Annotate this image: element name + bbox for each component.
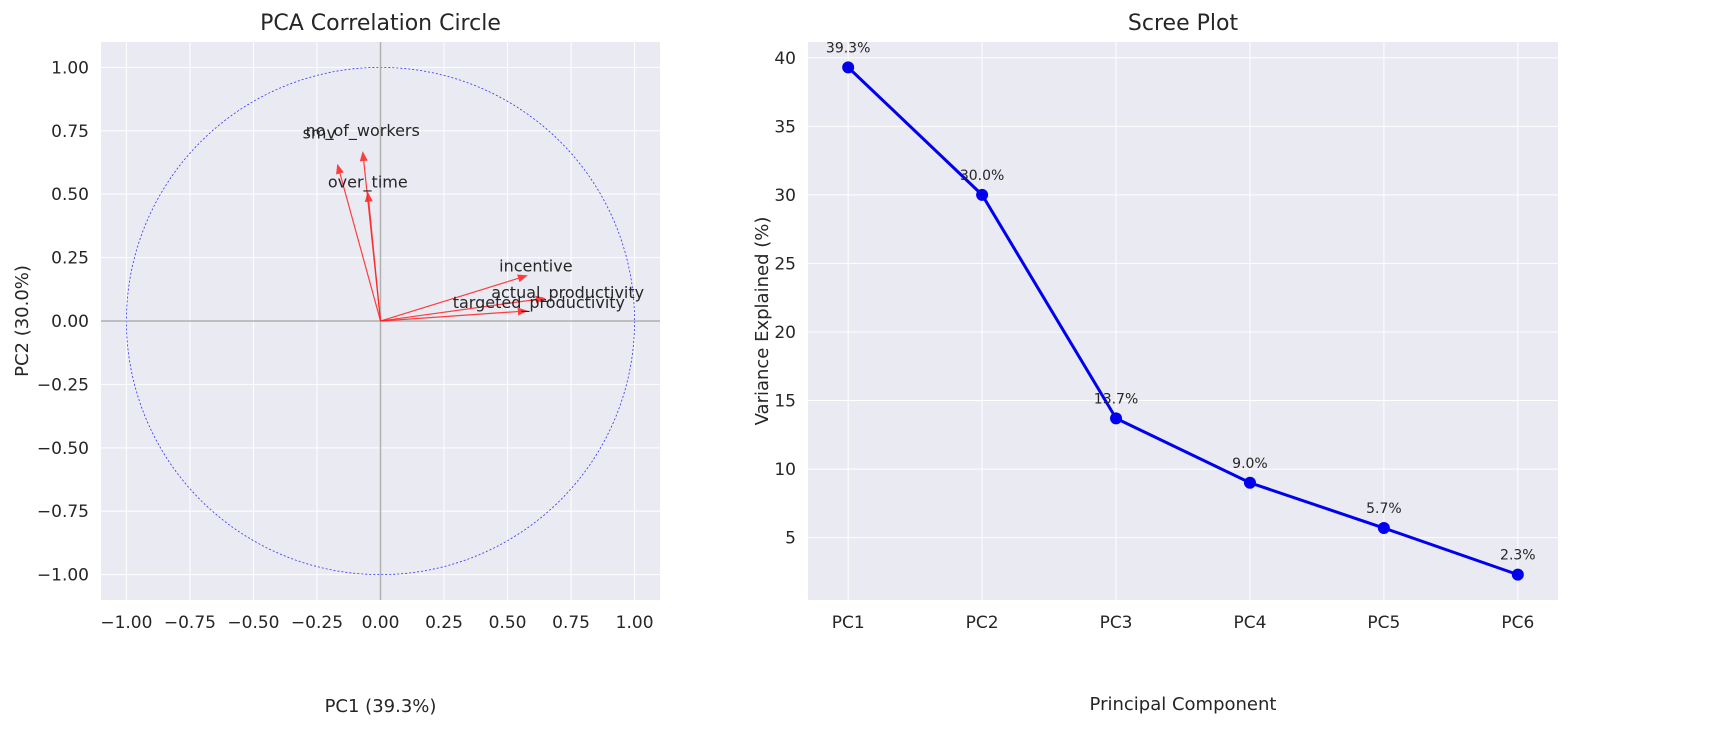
variance-point-PC4 — [1243, 476, 1256, 489]
vector-arrowhead-targeted_productivity — [517, 307, 528, 316]
right-x-tick-label: PC5 — [1367, 613, 1400, 633]
vector-label-smv: smv — [303, 124, 336, 143]
right-y-tick-label: 30 — [774, 186, 796, 206]
vector-arrowhead-actual_productivity — [535, 295, 546, 304]
left-y-ticks: −1.00 −0.75 −0.50 −0.25 0.00 0.25 0.50 0.75 1.00 — [37, 58, 89, 585]
vector-arrowhead-incentive — [517, 274, 528, 283]
left-x-tick-label: 0.75 — [552, 613, 590, 633]
vector-label-no_of_workers: no_of_workers — [306, 121, 420, 141]
vector-label-over_time: over_time — [328, 173, 408, 193]
variance-point-PC1 — [842, 61, 855, 74]
right-y-ticks: 5 10 15 20 25 30 35 40 — [774, 49, 796, 549]
vector-arrow-targeted_productivity — [380, 310, 518, 322]
variance-point-PC6 — [1511, 568, 1524, 581]
variance-point-PC2 — [976, 188, 989, 201]
right-y-tick-label: 40 — [774, 49, 796, 69]
right-chart-title: Scree Plot — [1128, 11, 1239, 36]
right-y-tick-label: 15 — [774, 392, 796, 412]
left-x-tick-label: 0.50 — [489, 613, 527, 633]
variance-data-label-PC1: 39.3% — [826, 40, 870, 56]
left-x-axis-label: PC1 (39.3%) — [325, 696, 437, 717]
left-x-ticks: −1.00 −0.75 −0.50 −0.25 0.00 0.25 0.50 0.75 1.00 — [100, 613, 653, 633]
scree-plot-chart: 39.3% 30.0% 13.7% 9.0% 5.7% 2.3% PC1 PC2 PC3 PC4… — [752, 11, 1558, 715]
left-y-tick-label: 1.00 — [51, 58, 89, 78]
vector-arrow-incentive — [380, 277, 519, 322]
variance-data-label-PC2: 30.0% — [960, 168, 1004, 184]
left-y-tick-label: 0.25 — [51, 249, 89, 269]
vector-arrow-smv — [339, 173, 382, 322]
left-x-tick-label: −0.50 — [227, 613, 279, 633]
right-x-tick-label: PC6 — [1501, 613, 1534, 633]
left-y-tick-label: 0.50 — [51, 185, 89, 205]
right-plot-area — [808, 42, 1558, 600]
left-chart-title: PCA Correlation Circle — [260, 11, 501, 36]
variance-data-label-PC5: 5.7% — [1366, 501, 1402, 517]
left-x-tick-label: 0.25 — [425, 613, 463, 633]
variance-data-label-PC3: 13.7% — [1094, 391, 1138, 407]
right-x-tick-label: PC4 — [1233, 613, 1266, 633]
right-y-tick-label: 10 — [774, 460, 796, 480]
left-y-tick-label: −0.25 — [37, 375, 89, 395]
variance-data-label-PC4: 9.0% — [1232, 456, 1268, 472]
left-y-tick-label: −1.00 — [37, 566, 89, 586]
left-x-tick-label: 0.00 — [362, 613, 400, 633]
right-x-ticks: PC1 PC2 PC3 PC4 PC5 PC6 — [832, 613, 1535, 633]
left-y-axis-label: PC2 (30.0%) — [12, 265, 33, 377]
variance-point-PC3 — [1110, 412, 1123, 425]
variance-point-PC5 — [1377, 522, 1390, 535]
vector-label-incentive: incentive — [499, 256, 572, 275]
vector-arrowhead-over_time — [364, 191, 373, 202]
left-y-tick-label: 0.75 — [51, 122, 89, 142]
right-y-tick-label: 35 — [774, 117, 796, 137]
vector-arrowhead-no_of_workers — [359, 151, 368, 162]
right-y-tick-label: 25 — [774, 254, 796, 274]
left-x-tick-label: −0.25 — [291, 613, 343, 633]
left-y-tick-label: −0.50 — [37, 439, 89, 459]
vector-arrow-actual_productivity — [380, 298, 536, 322]
right-y-tick-label: 20 — [774, 323, 796, 343]
left-y-tick-label: −0.75 — [37, 502, 89, 522]
variance-data-label-PC6: 2.3% — [1500, 548, 1536, 564]
right-x-tick-label: PC2 — [966, 613, 999, 633]
right-x-tick-label: PC3 — [1100, 613, 1133, 633]
right-plot-content: 39.3% 30.0% 13.7% 9.0% 5.7% 2.3% — [826, 40, 1536, 581]
vector-arrowhead-smv — [336, 163, 344, 175]
vector-label-targeted_productivity: targeted_productivity — [453, 293, 625, 313]
right-x-axis-label: Principal Component — [1090, 694, 1277, 715]
left-x-tick-label: −0.75 — [164, 613, 216, 633]
left-y-tick-label: 0.00 — [51, 312, 89, 332]
right-x-tick-label: PC1 — [832, 613, 865, 633]
left-x-tick-label: −1.00 — [100, 613, 152, 633]
left-x-tick-label: 1.00 — [616, 613, 654, 633]
right-grid — [808, 42, 1558, 600]
right-y-axis-label: Variance Explained (%) — [752, 217, 773, 426]
right-y-tick-label: 5 — [785, 529, 796, 549]
vector-label-actual_productivity: actual_productivity — [491, 283, 644, 303]
vector-arrow-over_time — [368, 201, 382, 322]
variance-line — [847, 66, 1519, 577]
